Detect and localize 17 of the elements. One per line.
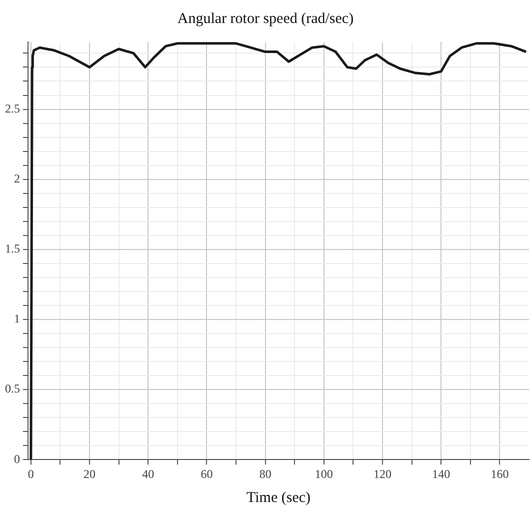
x-tick-label: 0 <box>28 466 34 481</box>
y-tick-label: 1.5 <box>5 242 20 256</box>
chart-title: Angular rotor speed (rad/sec) <box>177 10 354 27</box>
y-tick-label: 2.5 <box>5 101 20 116</box>
x-tick-label: 140 <box>432 466 450 481</box>
y-tick-label: 0 <box>14 452 20 466</box>
y-tick-label: 2 <box>14 171 20 186</box>
y-tick-label: 0.5 <box>5 382 20 396</box>
x-axis-title: Time (sec) <box>246 490 311 506</box>
x-tick-label: 40 <box>142 466 154 481</box>
x-tick-label: 100 <box>314 466 333 481</box>
x-tick-label: 20 <box>84 466 96 481</box>
x-tick-label: 160 <box>490 466 509 481</box>
x-tick-label: 120 <box>374 466 392 481</box>
x-tick-label: 60 <box>200 466 213 481</box>
x-tick-label: 80 <box>259 466 272 481</box>
y-tick-label: 1 <box>14 312 20 326</box>
